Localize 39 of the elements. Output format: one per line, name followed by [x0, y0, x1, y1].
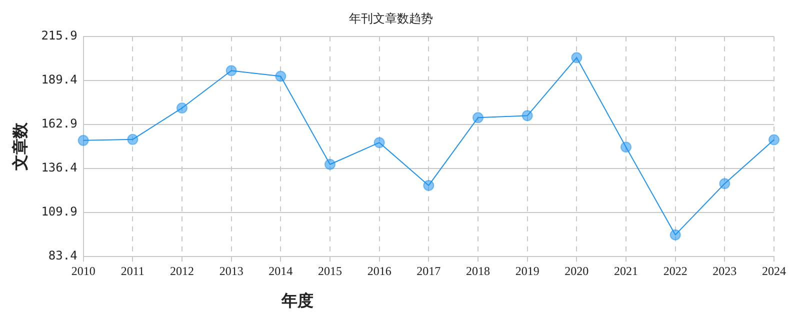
point — [472, 112, 484, 124]
x-tick-label: 2016 — [367, 264, 392, 278]
point — [670, 229, 681, 240]
chart-title: 年刊文章数趋势 — [349, 11, 433, 26]
point — [78, 134, 89, 146]
x-tick-label: 2015 — [318, 264, 342, 278]
x-tick-label: 2012 — [170, 264, 194, 278]
x-tick-label: 2013 — [219, 264, 244, 278]
x-tick-label: 2023 — [712, 264, 737, 278]
x-tick-label: 2014 — [268, 264, 293, 278]
x-tick-label: 2018 — [466, 264, 490, 278]
point — [768, 134, 780, 146]
y-tick-label: 162.9 — [41, 116, 78, 131]
x-tick-label: 2019 — [515, 264, 540, 278]
point — [571, 52, 582, 64]
point — [176, 102, 188, 114]
point — [127, 134, 138, 145]
x-tick-label: 2021 — [614, 264, 638, 278]
x-tick-label: 2017 — [416, 264, 441, 278]
point — [226, 65, 237, 76]
x-tick-label: 2022 — [663, 264, 688, 278]
point — [719, 178, 730, 190]
y-tick-label: 136.4 — [41, 160, 78, 175]
y-tick-label: 83.4 — [48, 248, 78, 263]
y-axis-title: 文章数 — [12, 122, 30, 172]
point — [275, 70, 286, 82]
y-tick-label: 215.9 — [41, 28, 78, 43]
point — [374, 137, 385, 148]
x-tick-label: 2024 — [762, 264, 786, 278]
x-tick-label: 2010 — [71, 264, 96, 278]
point — [324, 158, 336, 170]
y-tick-label: 109.9 — [41, 204, 78, 219]
x-axis-title: 年度 — [280, 291, 314, 310]
point — [522, 110, 533, 122]
x-tick-label: 2011 — [120, 264, 144, 278]
x-tick-label: 2020 — [564, 264, 589, 278]
y-tick-label: 189.4 — [41, 72, 78, 87]
point — [423, 180, 434, 191]
point — [620, 142, 632, 153]
